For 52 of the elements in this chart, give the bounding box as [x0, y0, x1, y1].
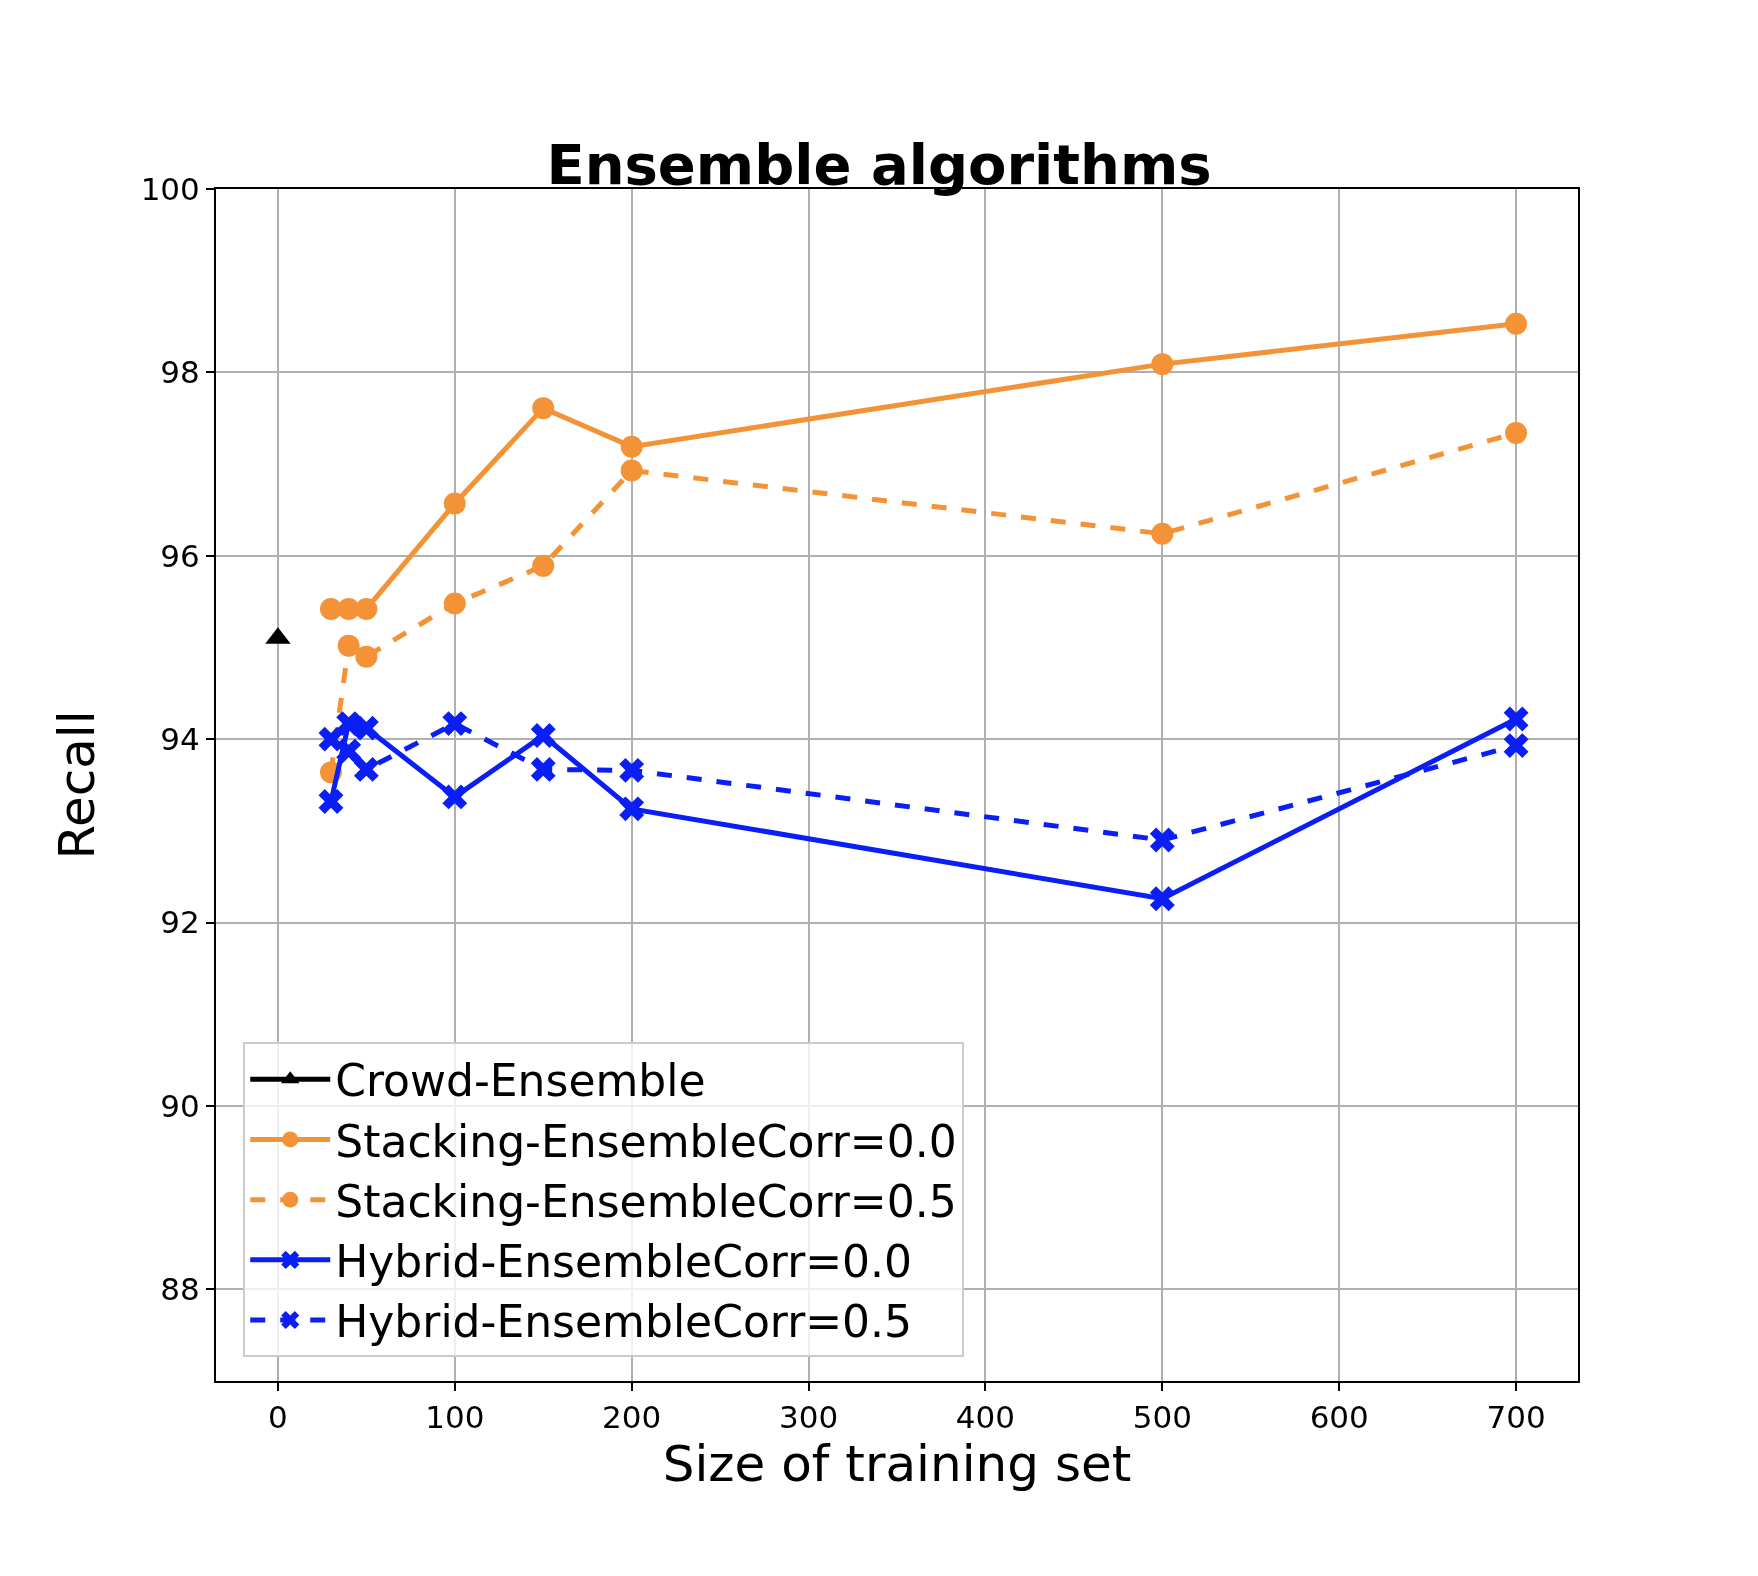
- point: [620, 459, 643, 482]
- y-tick-label: 92: [160, 904, 200, 941]
- x-tick-label: 100: [425, 1399, 485, 1436]
- point: [336, 738, 362, 764]
- x-tick-label: 300: [778, 1399, 839, 1436]
- legend-label: Hybrid-EnsembleCorr=0.5: [335, 1296, 913, 1348]
- point: [532, 554, 555, 577]
- point: [337, 634, 360, 657]
- y-tick-label: 90: [160, 1087, 200, 1124]
- x-tick-label: 600: [1309, 1399, 1369, 1436]
- point: [443, 492, 466, 515]
- y-tick-label: 94: [160, 721, 200, 757]
- point: [619, 757, 645, 783]
- x-tick-label: 700: [1486, 1399, 1546, 1436]
- point: [530, 756, 556, 782]
- point: [530, 723, 556, 748]
- y-tick-label: 88: [160, 1271, 200, 1308]
- point: [1149, 827, 1175, 853]
- legend-label: Crowd-Ensemble: [335, 1055, 706, 1107]
- point: [1503, 706, 1529, 732]
- x-tick-label: 500: [1132, 1399, 1192, 1436]
- x-tick-label: 200: [602, 1399, 662, 1436]
- point: [1151, 353, 1174, 376]
- x-tick-label: 0: [268, 1399, 288, 1436]
- point: [620, 435, 643, 458]
- point: [619, 796, 645, 822]
- point: [353, 715, 379, 741]
- point: [319, 597, 342, 620]
- chart-title: Ensemble algorithms: [546, 132, 1212, 198]
- x-tick-label: 400: [955, 1399, 1016, 1436]
- point: [1149, 886, 1175, 912]
- point: [443, 592, 466, 615]
- point: [1503, 733, 1529, 759]
- y-tick-label: 100: [140, 170, 200, 207]
- legend-label: Stacking-EnsembleCorr=0.5: [335, 1175, 957, 1227]
- y-axis-title: Recall: [48, 710, 107, 860]
- point: [1151, 522, 1174, 545]
- point: [532, 397, 555, 420]
- point: [442, 711, 468, 737]
- y-tick-label: 98: [160, 354, 200, 391]
- legend-label: Stacking-EnsembleCorr=0.0: [335, 1115, 957, 1167]
- legend-label: Hybrid-EnsembleCorr=0.0: [335, 1236, 913, 1288]
- point: [1505, 312, 1528, 335]
- point: [355, 597, 378, 620]
- x-axis-title: Size of training set: [662, 1435, 1132, 1494]
- y-tick-label: 96: [160, 537, 200, 574]
- point: [353, 756, 379, 782]
- point: [318, 726, 344, 752]
- point: [318, 789, 344, 814]
- point: [1505, 421, 1528, 444]
- point: [355, 645, 378, 668]
- point: [442, 784, 468, 810]
